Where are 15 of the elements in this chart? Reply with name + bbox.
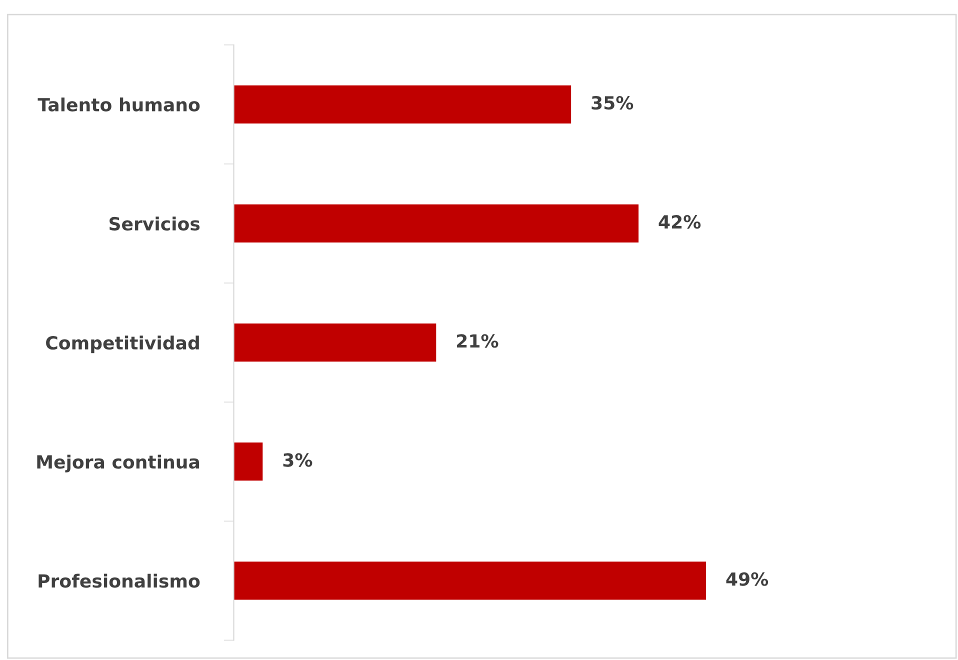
bar bbox=[234, 562, 706, 600]
data-label: 21% bbox=[457, 334, 498, 348]
bar bbox=[234, 442, 263, 481]
data-label: 42% bbox=[658, 215, 701, 229]
y-tick-label: Servicios bbox=[110, 216, 200, 231]
y-tick-label: Talento humano bbox=[38, 98, 200, 112]
data-label: 49% bbox=[726, 572, 768, 586]
y-tick-label: Mejora continua bbox=[37, 454, 199, 472]
data-label: 3% bbox=[283, 453, 312, 467]
bar bbox=[234, 204, 639, 243]
bar bbox=[234, 323, 436, 362]
data-label: 35% bbox=[592, 96, 634, 110]
bar bbox=[234, 85, 572, 124]
y-tick-label: Profesionalismo bbox=[38, 574, 200, 588]
y-tick-label: Competitividad bbox=[46, 336, 199, 354]
